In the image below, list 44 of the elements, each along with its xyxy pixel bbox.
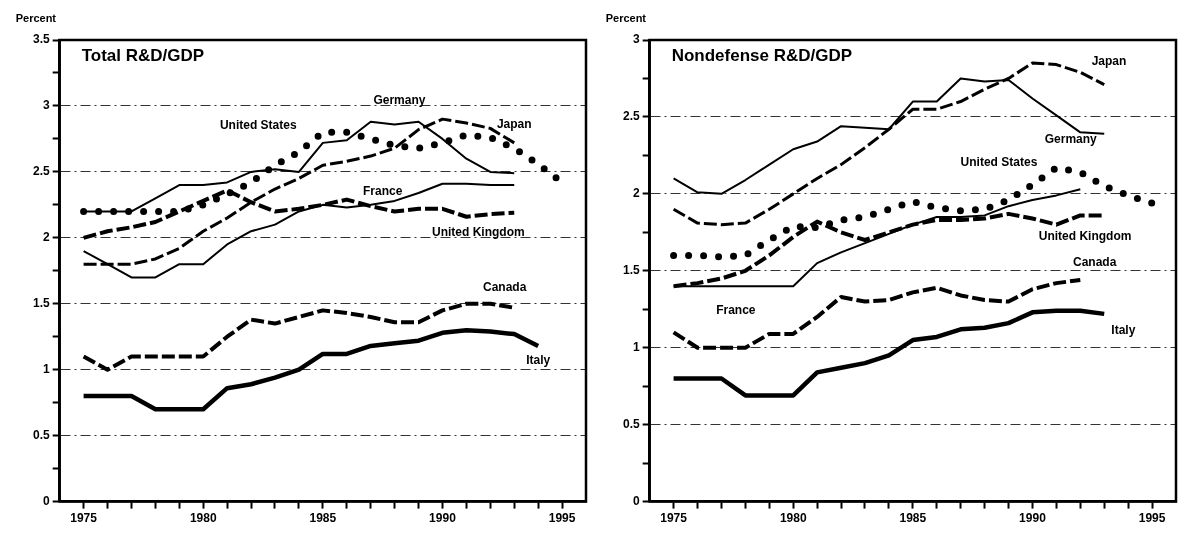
series-label: Japan [496, 116, 532, 131]
y-tick-label: 0 [632, 493, 640, 508]
y-tick-label: 2 [632, 186, 640, 201]
y-tick-label: 1.5 [32, 296, 50, 311]
y-tick-label: 2.5 [32, 164, 50, 179]
series-label: Italy [1111, 323, 1136, 338]
y-tick-label: 3 [632, 32, 640, 47]
x-tick-label: 1985 [899, 511, 927, 526]
y-tick-label: 3 [42, 98, 50, 113]
y-tick-label: 1 [42, 362, 50, 377]
series-label: France [716, 303, 756, 318]
series-label: France [362, 183, 403, 198]
x-tick-label: 1975 [660, 511, 688, 526]
series-label: Japan [1091, 53, 1127, 68]
series-label: Germany [1044, 132, 1098, 147]
series-label: United States [219, 118, 297, 133]
x-tick-label: 1980 [189, 511, 217, 526]
series-label: United Kingdom [432, 224, 525, 239]
y-tick-label: 0 [42, 493, 50, 508]
line-series [671, 278, 1083, 350]
x-tick-label: 1995 [548, 511, 576, 526]
series-label: United Kingdom [1038, 229, 1132, 244]
y-tick-label: 0.5 [32, 427, 50, 442]
series-label: Italy [526, 352, 551, 367]
y-axis-title: Percent [15, 11, 57, 24]
x-tick-label: 1990 [1019, 511, 1047, 526]
series-label: Canada [1072, 255, 1117, 270]
chart-title: Nondefense R&D/GDP [671, 46, 853, 66]
y-tick-label: 1.5 [622, 263, 640, 278]
x-tick-label: 1975 [70, 511, 98, 526]
chart-title: Total R&D/GDP [81, 46, 205, 66]
x-tick-label: 1995 [1138, 511, 1166, 526]
y-axis-title: Percent [605, 11, 647, 24]
x-tick-label: 1985 [309, 511, 337, 526]
x-tick-label: 1990 [429, 511, 457, 526]
y-tick-label: 0.5 [622, 416, 640, 431]
y-tick-label: 2.5 [622, 109, 640, 124]
y-tick-label: 3.5 [32, 32, 50, 47]
y-tick-label: 2 [42, 230, 50, 245]
x-tick-label: 1980 [779, 511, 807, 526]
series-label: Germany [373, 92, 426, 107]
y-tick-label: 1 [632, 340, 640, 355]
series-label: Canada [482, 280, 527, 295]
series-label: United States [960, 155, 1038, 170]
